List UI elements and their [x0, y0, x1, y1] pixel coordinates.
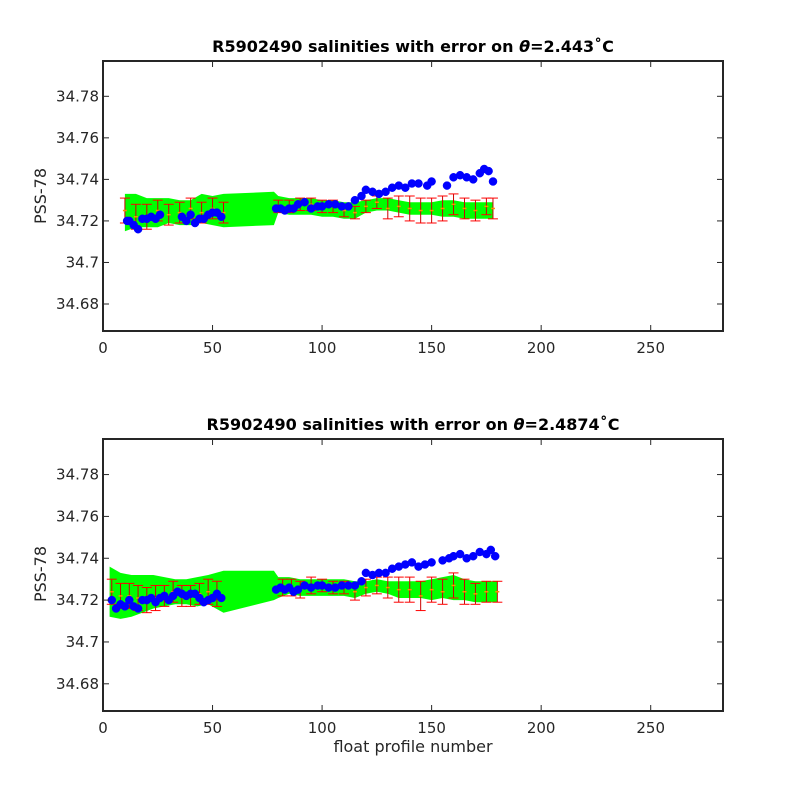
- chart-panel-top: R5902490 salinities with error on θ=2.44…: [31, 37, 724, 357]
- x-tick-label: 100: [308, 719, 337, 737]
- error-bar-top-18: [360, 199, 371, 214]
- data-point-bottom-6: [133, 604, 143, 613]
- data-point-top-45: [427, 177, 436, 186]
- x-tick-label: 250: [636, 719, 665, 737]
- error-bar-bottom-30: [459, 578, 470, 605]
- error-bar-top-21: [393, 195, 404, 218]
- x-tick-label: 250: [636, 339, 665, 357]
- error-bar-bottom-28: [437, 578, 448, 605]
- data-point-top-53: [484, 166, 493, 176]
- error-bar-bottom-27: [426, 576, 437, 603]
- y-tick-label: 34.74: [56, 549, 99, 567]
- y-tick-label: 34.68: [56, 675, 99, 693]
- data-point-top-50: [468, 175, 478, 184]
- data-point-top-41: [401, 183, 410, 192]
- data-point-bottom-3: [120, 602, 130, 611]
- data-point-bottom-45: [381, 568, 390, 578]
- y-tick-label: 34.7: [66, 253, 99, 271]
- data-point-bottom-61: [486, 545, 496, 555]
- y-tick-label: 34.7: [66, 633, 99, 651]
- error-bar-top-26: [448, 193, 459, 216]
- data-point-bottom-40: [350, 581, 360, 590]
- data-point-bottom-41: [357, 577, 366, 586]
- error-bar-top-17: [349, 205, 360, 220]
- chart-title-top: R5902490 salinities with error on θ=2.44…: [212, 37, 614, 56]
- y-axis-label-bottom: PSS-78: [31, 546, 50, 602]
- data-point-top-33: [350, 195, 360, 205]
- y-tick-label: 34.72: [56, 212, 99, 230]
- x-tick-label: 150: [417, 719, 446, 737]
- error-bar-top-24: [426, 197, 437, 224]
- x-tick-label: 50: [203, 339, 222, 357]
- error-bar-top-4: [163, 203, 174, 226]
- x-tick-label: 200: [527, 719, 556, 737]
- x-tick-label: 150: [417, 339, 446, 357]
- x-tick-label: 0: [98, 339, 108, 357]
- data-point-bottom-31: [293, 585, 303, 594]
- error-bar-bottom-29: [448, 572, 459, 599]
- data-point-bottom-56: [455, 549, 465, 559]
- y-axis-label-top: PSS-78: [31, 168, 50, 224]
- data-point-bottom-25: [217, 593, 226, 603]
- chart-panel-bottom: R5902490 salinities with error on θ=2.48…: [31, 415, 724, 756]
- y-tick-label: 34.74: [56, 170, 99, 188]
- y-tick-label: 34.78: [56, 466, 99, 484]
- error-bar-bottom-25: [404, 576, 415, 603]
- data-point-top-43: [414, 179, 423, 188]
- data-point-top-54: [488, 177, 498, 186]
- data-point-top-38: [381, 187, 390, 197]
- data-point-bottom-4: [125, 595, 134, 605]
- error-bar-bottom-31: [470, 582, 481, 605]
- y-tick-label: 34.72: [56, 591, 99, 609]
- y-tick-label: 34.76: [56, 129, 99, 147]
- error-bar-top-22: [404, 195, 415, 222]
- data-point-top-18: [217, 212, 226, 222]
- axes-box-bottom: [102, 438, 724, 712]
- data-point-bottom-52: [427, 558, 436, 567]
- y-tick-label: 34.68: [56, 295, 99, 313]
- data-point-top-46: [442, 181, 452, 190]
- axes-box-top: [102, 60, 724, 332]
- error-bar-top-27: [459, 197, 470, 220]
- chart-title-bottom: R5902490 salinities with error on θ=2.48…: [207, 415, 620, 434]
- data-point-top-3: [133, 224, 143, 234]
- data-point-bottom-62: [490, 551, 500, 561]
- error-bar-top-23: [415, 197, 426, 224]
- x-tick-label: 200: [527, 339, 556, 357]
- uncertainty-band-bottom: [109, 566, 498, 619]
- data-point-top-10: [182, 216, 191, 226]
- error-bar-top-28: [470, 199, 481, 222]
- data-point-top-34: [357, 191, 366, 201]
- x-tick-label: 0: [98, 719, 108, 737]
- data-point-bottom-58: [468, 551, 478, 561]
- error-bar-bottom-33: [492, 580, 503, 603]
- y-tick-label: 34.78: [56, 87, 99, 105]
- error-bar-top-30: [487, 197, 498, 220]
- error-bar-bottom-32: [481, 580, 492, 603]
- error-bar-bottom-24: [393, 576, 404, 603]
- data-point-top-25: [300, 197, 309, 207]
- error-bar-bottom-26: [415, 580, 426, 612]
- data-point-top-11: [186, 210, 195, 219]
- x-axis-label-bottom: float profile number: [333, 737, 493, 756]
- error-bar-bottom-23: [382, 576, 393, 599]
- x-tick-label: 100: [308, 339, 337, 357]
- data-point-top-32: [344, 202, 353, 211]
- x-tick-label: 50: [203, 719, 222, 737]
- data-point-bottom-49: [407, 558, 417, 567]
- y-tick-label: 34.76: [56, 507, 99, 525]
- error-bar-top-25: [437, 195, 448, 222]
- data-point-top-8: [155, 210, 165, 219]
- error-bar-top-20: [382, 197, 393, 220]
